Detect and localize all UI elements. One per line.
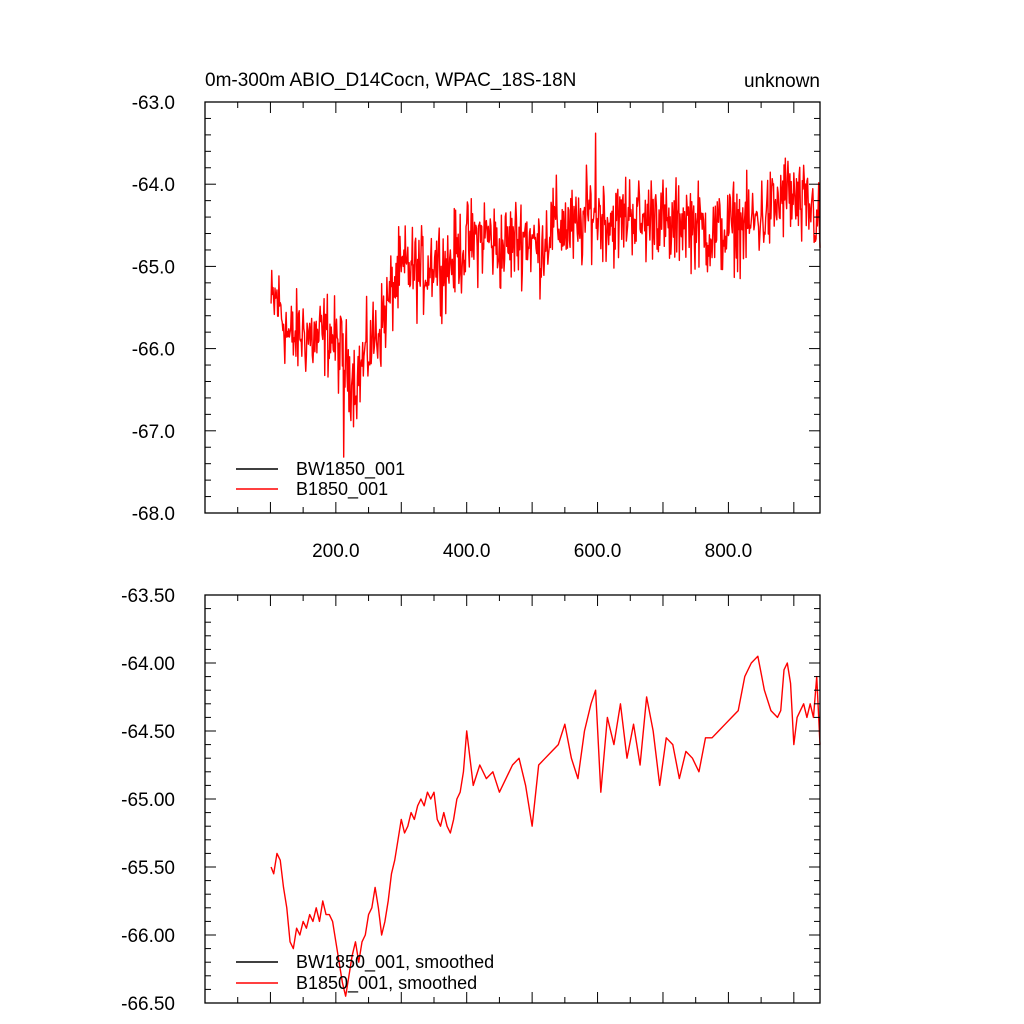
series-line-0 xyxy=(270,132,821,458)
y-tick-label: -64.00 xyxy=(121,654,175,675)
plot-frame xyxy=(204,101,821,514)
bottom-series-layer xyxy=(270,655,821,997)
y-tick-label: -67.0 xyxy=(132,422,175,443)
top-axes: -68.0 -67.0 -66.0 -65.0 -64.0 -63.0 200.0 400.0… xyxy=(132,93,821,562)
y-tick-label: -63.0 xyxy=(132,93,175,114)
y-tick-label: -66.00 xyxy=(121,926,175,947)
y-tick-label: -65.0 xyxy=(132,257,175,278)
x-tick-label: 600.0 xyxy=(574,541,622,562)
x-tick-label: 400.0 xyxy=(443,541,491,562)
legend-label: B1850_001 xyxy=(296,479,388,500)
top-series-layer xyxy=(270,132,821,458)
x-tick-label: 200.0 xyxy=(312,541,360,562)
y-tick-label: -68.0 xyxy=(132,504,175,525)
y-tick-label: -66.50 xyxy=(121,994,175,1015)
chart-right-label: unknown xyxy=(744,71,820,92)
series-line-0 xyxy=(270,655,821,997)
y-tick-label: -64.0 xyxy=(132,175,175,196)
y-tick-label: -63.50 xyxy=(121,586,175,607)
top-panel: 0m-300m ABIO_D14Cocn, WPAC_18S-18N unkno… xyxy=(132,70,821,562)
y-tick-label: -65.00 xyxy=(121,790,175,811)
bottom-panel: -66.50 -66.00 -65.50 -65.00 -64.50 -64.00 -63.… xyxy=(121,586,821,1015)
y-tick-label: -66.0 xyxy=(132,340,175,361)
y-tick-label: -64.50 xyxy=(121,722,175,743)
legend-label: BW1850_001, smoothed xyxy=(296,952,494,973)
y-tick-label: -65.50 xyxy=(121,858,175,879)
legend-label: BW1850_001 xyxy=(296,459,405,480)
x-tick-label: 800.0 xyxy=(705,541,753,562)
chart-title: 0m-300m ABIO_D14Cocn, WPAC_18S-18N xyxy=(205,70,576,91)
legend-label: B1850_001, smoothed xyxy=(296,973,477,994)
bottom-axes: -66.50 -66.00 -65.50 -65.00 -64.50 -64.00 -63.… xyxy=(121,586,821,1015)
plot-frame xyxy=(204,594,821,1004)
